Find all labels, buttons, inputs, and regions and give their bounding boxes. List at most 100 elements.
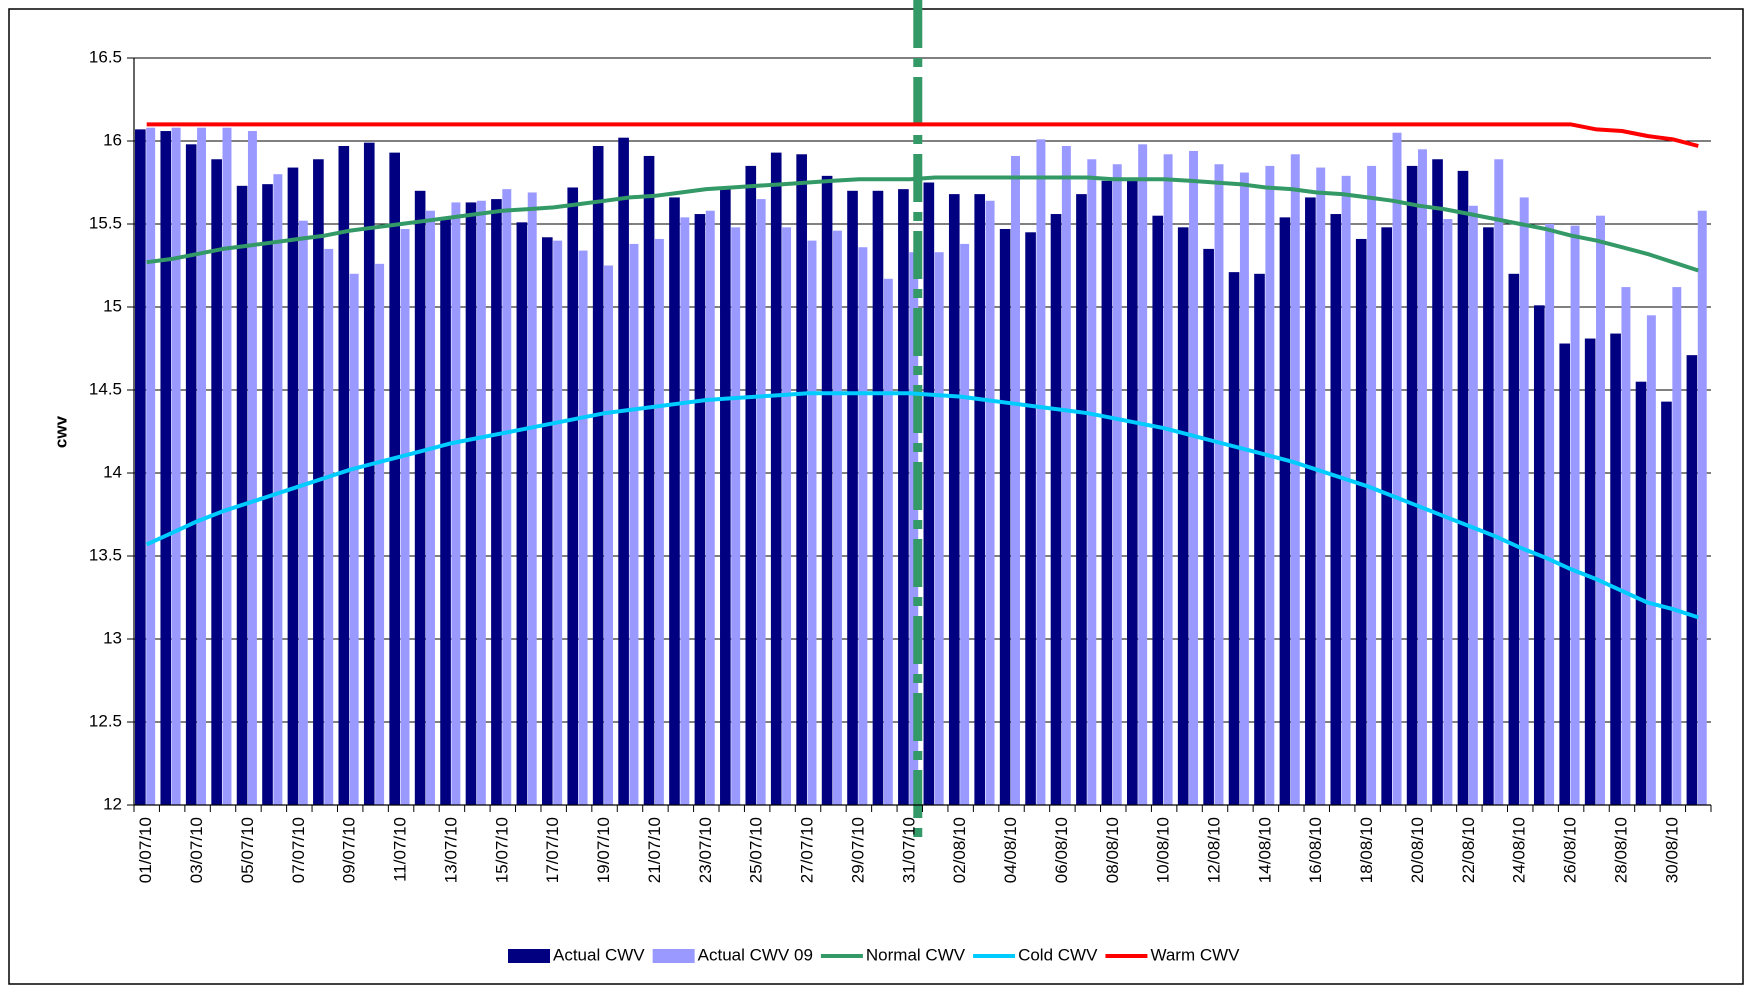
bar bbox=[1163, 154, 1173, 805]
legend-label: Normal CWV bbox=[866, 945, 966, 964]
bar bbox=[1101, 180, 1113, 806]
legend-label: Cold CWV bbox=[1018, 945, 1098, 964]
bar bbox=[1646, 315, 1656, 805]
bar bbox=[680, 217, 690, 806]
y-tick-label: 14.5 bbox=[89, 379, 122, 398]
legend: Actual CWV Actual CWV 09 Normal CWV Cold CW… bbox=[508, 945, 1240, 964]
x-tick-label: 26/08/10 bbox=[1561, 817, 1580, 883]
y-tick-label: 12 bbox=[103, 794, 122, 813]
x-tick-label: 07/07/10 bbox=[289, 817, 308, 883]
bar bbox=[1508, 273, 1520, 805]
bar bbox=[1596, 215, 1605, 805]
bar bbox=[960, 243, 970, 806]
bar bbox=[1635, 381, 1647, 805]
bar bbox=[1239, 172, 1249, 806]
bar bbox=[476, 200, 486, 805]
bar bbox=[1279, 217, 1291, 806]
y-tick-label: 13.5 bbox=[89, 545, 122, 564]
bar bbox=[578, 250, 588, 805]
bar bbox=[1661, 401, 1672, 805]
bar bbox=[363, 142, 375, 805]
bar bbox=[770, 152, 782, 805]
x-tick-label: 04/08/10 bbox=[1001, 817, 1020, 883]
y-tick-label: 15 bbox=[103, 296, 122, 315]
bar bbox=[1519, 197, 1529, 805]
bar bbox=[1228, 272, 1240, 805]
bar bbox=[796, 154, 807, 805]
bar bbox=[298, 220, 308, 805]
bar bbox=[1697, 210, 1707, 806]
bar bbox=[400, 228, 410, 806]
bar bbox=[1152, 215, 1164, 805]
bar bbox=[1290, 154, 1300, 805]
bar bbox=[171, 127, 181, 806]
bar bbox=[516, 222, 528, 806]
x-tick-label: 18/08/10 bbox=[1357, 817, 1376, 883]
x-tick-label: 21/07/10 bbox=[645, 817, 664, 883]
bar bbox=[1443, 219, 1453, 805]
bar bbox=[1112, 164, 1122, 806]
legend-swatch bbox=[508, 949, 550, 963]
bar bbox=[1468, 205, 1478, 806]
bar bbox=[705, 210, 715, 806]
bar bbox=[324, 248, 334, 805]
bar bbox=[934, 252, 944, 806]
bar bbox=[527, 192, 537, 805]
bar bbox=[821, 175, 833, 806]
x-tick-label: 27/07/10 bbox=[798, 817, 817, 883]
bar bbox=[782, 227, 792, 805]
bar bbox=[211, 159, 222, 805]
bar bbox=[349, 273, 359, 805]
y-tick-label: 12.5 bbox=[89, 711, 122, 730]
bar bbox=[1672, 287, 1682, 806]
bar bbox=[135, 129, 146, 805]
bar bbox=[273, 174, 283, 805]
x-tick-label: 05/07/10 bbox=[238, 817, 257, 883]
bar bbox=[553, 240, 563, 806]
bar bbox=[1138, 144, 1148, 805]
bar bbox=[1432, 159, 1443, 805]
bar bbox=[440, 217, 451, 806]
line-series bbox=[146, 175, 1699, 273]
y-tick-label: 13 bbox=[103, 628, 122, 647]
bar bbox=[375, 263, 385, 806]
x-tick-label: 13/07/10 bbox=[441, 817, 460, 883]
bar bbox=[1189, 150, 1199, 805]
x-tick-label: 03/07/10 bbox=[187, 817, 206, 883]
bar bbox=[999, 228, 1011, 806]
x-tick-label: 12/08/10 bbox=[1204, 817, 1223, 883]
bar bbox=[1061, 145, 1071, 806]
bar bbox=[1025, 232, 1036, 806]
bar bbox=[1686, 355, 1698, 805]
bar bbox=[948, 194, 960, 805]
bar bbox=[883, 278, 893, 805]
x-tick-label: 01/07/10 bbox=[136, 817, 155, 883]
bar bbox=[756, 199, 766, 806]
bar bbox=[1494, 159, 1504, 805]
bar bbox=[1050, 214, 1062, 806]
bar bbox=[898, 189, 909, 805]
bar bbox=[592, 145, 604, 806]
x-tick-label: 17/07/10 bbox=[543, 817, 562, 883]
bar bbox=[146, 127, 156, 806]
bar bbox=[1570, 225, 1580, 805]
bar bbox=[1610, 333, 1621, 805]
line-series bbox=[145, 391, 1699, 620]
x-tick-label: 29/07/10 bbox=[848, 817, 867, 883]
bar bbox=[858, 247, 868, 806]
x-tick-label: 20/08/10 bbox=[1408, 817, 1427, 883]
bar bbox=[1254, 273, 1265, 805]
bar bbox=[262, 184, 273, 805]
bar bbox=[1203, 248, 1214, 805]
x-tick-label: 31/07/10 bbox=[899, 817, 918, 883]
bar bbox=[567, 187, 579, 806]
x-tick-label: 15/07/10 bbox=[492, 817, 511, 883]
bar bbox=[247, 131, 257, 806]
bar bbox=[491, 199, 502, 806]
x-tick-label: 22/08/10 bbox=[1459, 817, 1478, 883]
bar bbox=[1381, 227, 1392, 805]
bar bbox=[1011, 155, 1020, 805]
bar bbox=[832, 230, 842, 805]
